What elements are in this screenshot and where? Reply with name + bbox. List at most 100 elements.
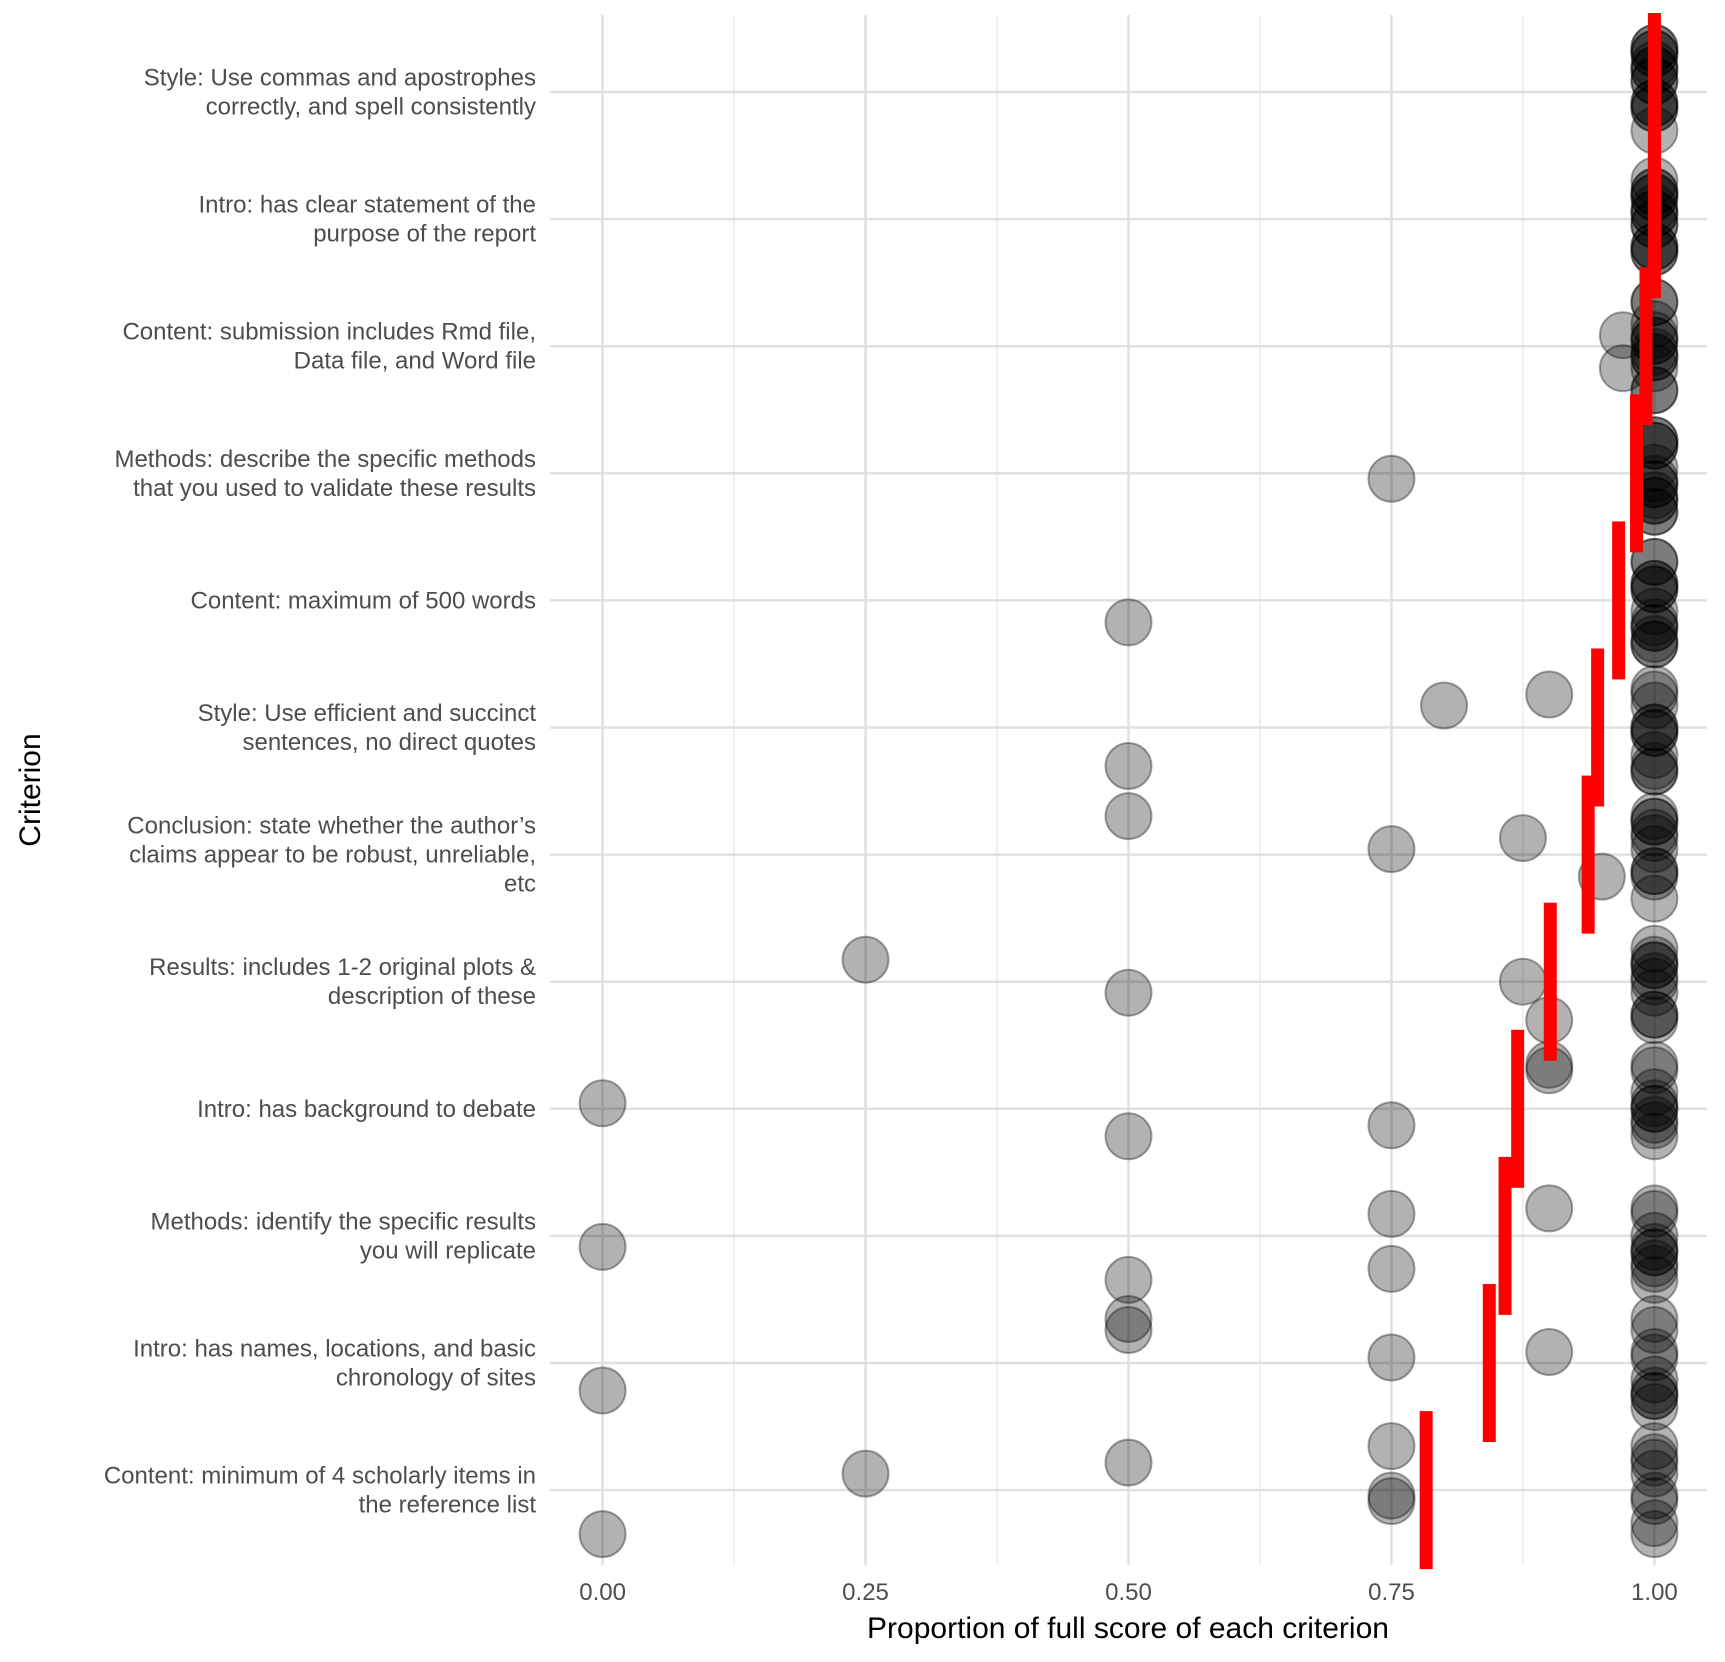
point <box>1630 1366 1679 1415</box>
point <box>1630 996 1679 1045</box>
x-tick-label: 0.75 <box>1368 1579 1415 1606</box>
point <box>1630 847 1679 896</box>
mean-bar <box>1511 1029 1525 1188</box>
point <box>1630 1222 1679 1271</box>
point <box>1630 1112 1679 1161</box>
point <box>1630 1228 1679 1277</box>
point <box>1498 814 1547 863</box>
point <box>1630 1084 1679 1133</box>
point <box>1630 1046 1679 1095</box>
point <box>1367 1422 1416 1471</box>
y-tick-label: Conclusion: state whether the author’s cl… <box>127 813 536 898</box>
point <box>578 1510 627 1559</box>
point <box>1630 1510 1679 1559</box>
point <box>1630 703 1679 752</box>
point <box>1630 957 1679 1006</box>
point <box>1630 665 1679 713</box>
x-tick-label: 0.00 <box>579 1579 626 1606</box>
point <box>1367 454 1416 503</box>
point <box>1630 681 1679 730</box>
mean-bar <box>1543 902 1557 1061</box>
mean-bar <box>1630 394 1644 553</box>
point <box>1630 1477 1679 1526</box>
point <box>1630 968 1679 1017</box>
point <box>1630 731 1679 779</box>
x-tick-label: 0.50 <box>1105 1579 1152 1606</box>
point <box>1630 808 1679 857</box>
y-tick-label: Intro: has names, locations, and basic ch… <box>133 1336 536 1392</box>
point <box>578 1222 627 1271</box>
y-tick-label: Style: Use efficient and succinct sentenc… <box>198 700 537 756</box>
point <box>1104 1438 1153 1487</box>
point <box>1630 1040 1679 1089</box>
point <box>1630 935 1679 984</box>
point <box>1630 1228 1679 1277</box>
point <box>1630 924 1679 973</box>
x-axis-title: Proportion of full score of each criteri… <box>867 1612 1389 1645</box>
point <box>1630 1079 1679 1128</box>
point <box>1630 1295 1679 1343</box>
point <box>1367 1244 1416 1293</box>
point <box>1420 681 1469 730</box>
point <box>1367 825 1416 874</box>
point <box>1630 990 1679 1039</box>
point <box>1630 1189 1679 1238</box>
point <box>1630 797 1679 846</box>
point <box>1367 1101 1416 1150</box>
point <box>1367 1189 1416 1238</box>
point <box>1630 709 1679 757</box>
point <box>1104 742 1153 790</box>
y-tick-label: Intro: has clear statement of the purpose… <box>198 192 536 248</box>
point <box>1630 709 1679 757</box>
point <box>1630 825 1679 874</box>
point <box>1498 957 1547 1006</box>
point <box>1525 1184 1574 1233</box>
point <box>1630 852 1679 901</box>
point <box>1367 1471 1416 1520</box>
point <box>1630 300 1679 349</box>
point <box>1630 1328 1679 1376</box>
point <box>1630 559 1679 608</box>
y-tick-label: Content: submission includes Rmd file, Da… <box>122 319 536 375</box>
point <box>1630 1239 1679 1288</box>
point <box>1630 941 1679 990</box>
point <box>1630 1095 1679 1144</box>
point <box>1630 952 1679 1001</box>
point <box>1630 1068 1679 1117</box>
y-tick-label: Content: minimum of 4 scholarly items in… <box>104 1463 536 1519</box>
y-tick-label: Style: Use commas and apostrophes correct… <box>144 65 536 121</box>
point <box>1630 620 1679 669</box>
point <box>1630 587 1679 636</box>
point <box>1630 614 1679 663</box>
point <box>1104 1255 1153 1304</box>
point <box>1630 792 1679 841</box>
y-tick-label: Methods: identify the specific results yo… <box>150 1208 536 1264</box>
point <box>1630 747 1679 796</box>
point <box>1630 1211 1679 1260</box>
point <box>1630 1084 1679 1133</box>
point <box>1630 1383 1679 1431</box>
point <box>1104 792 1153 841</box>
point <box>1630 1306 1679 1354</box>
point <box>1104 1306 1153 1354</box>
x-tick-label: 0.25 <box>842 1579 889 1606</box>
point <box>1104 1295 1153 1343</box>
point <box>1630 1449 1679 1498</box>
mean-bar <box>1647 140 1661 299</box>
point <box>1630 1433 1679 1482</box>
mean-bar <box>1639 267 1653 426</box>
point <box>1525 1328 1574 1376</box>
point <box>1630 603 1679 652</box>
point <box>1630 1101 1679 1150</box>
point <box>1104 1112 1153 1161</box>
point <box>1630 847 1679 896</box>
point <box>1367 1477 1416 1526</box>
y-tick-label: Results: includes 1-2 original plots & de… <box>149 954 536 1010</box>
y-axis-title: Criterion <box>14 733 47 846</box>
mean-bar <box>1482 1284 1496 1442</box>
point <box>1367 1333 1416 1382</box>
point <box>841 935 890 984</box>
point <box>1104 968 1153 1017</box>
point <box>1630 797 1679 846</box>
